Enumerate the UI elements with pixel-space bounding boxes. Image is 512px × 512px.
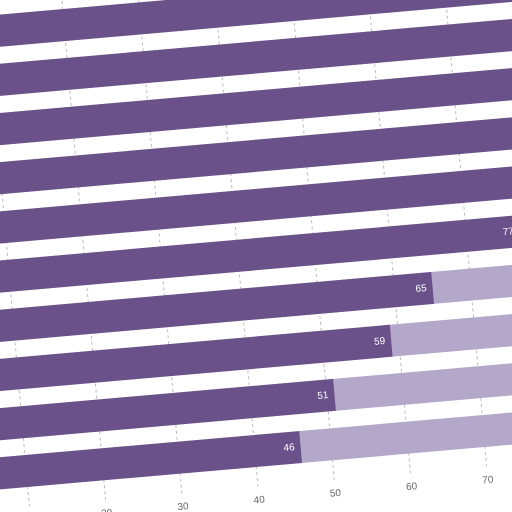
x-tick-label: 20 — [101, 508, 113, 512]
grid-line — [0, 0, 30, 507]
bar — [0, 215, 512, 299]
grid-line — [280, 0, 335, 480]
bar — [0, 378, 336, 445]
value-label: 46 — [283, 442, 295, 454]
value-label: 77 — [502, 226, 512, 238]
x-tick-label: 30 — [177, 501, 189, 512]
value-label: 59 — [374, 336, 386, 348]
bar — [0, 431, 303, 494]
x-tick-label: 60 — [406, 481, 418, 493]
bar — [0, 11, 512, 104]
bar — [0, 0, 512, 55]
grid-line — [432, 0, 488, 467]
value-label: 65 — [415, 283, 427, 295]
x-tick-label: 40 — [253, 494, 265, 506]
bar — [0, 163, 512, 250]
x-tick-label: 70 — [482, 474, 494, 486]
grid-line — [127, 0, 183, 494]
bar — [0, 61, 512, 152]
grid-line — [356, 0, 411, 474]
value-label: 51 — [317, 390, 329, 402]
bar — [0, 324, 393, 397]
bar — [0, 112, 512, 201]
bar — [0, 271, 435, 348]
x-tick-label: 50 — [329, 488, 341, 500]
grid-line — [51, 0, 107, 500]
grid-line — [203, 0, 259, 487]
